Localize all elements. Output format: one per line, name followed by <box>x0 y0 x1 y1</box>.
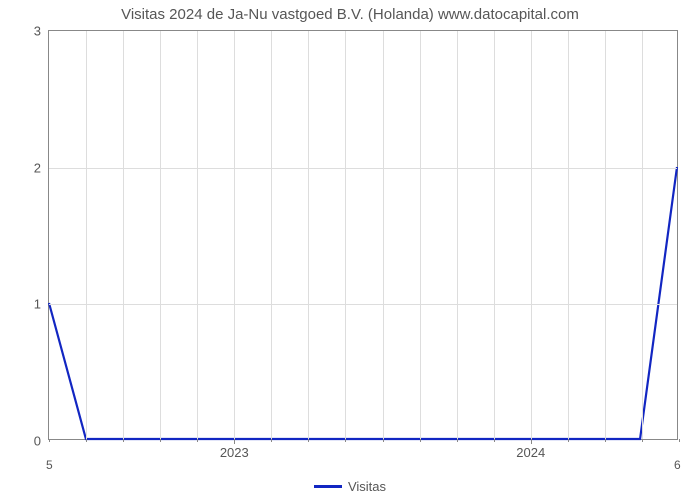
gridline-vertical <box>86 31 87 439</box>
gridline-vertical <box>568 31 569 439</box>
x-minor-tick <box>457 439 458 442</box>
gridline-horizontal <box>49 304 677 305</box>
x-corner-right-label: 6 <box>674 458 681 472</box>
x-minor-tick <box>86 439 87 442</box>
x-minor-tick <box>420 439 421 442</box>
gridline-vertical <box>160 31 161 439</box>
line-series <box>49 31 677 439</box>
x-minor-tick <box>679 439 680 442</box>
gridline-vertical <box>271 31 272 439</box>
gridline-vertical <box>308 31 309 439</box>
x-minor-tick <box>568 439 569 442</box>
x-minor-tick <box>308 439 309 442</box>
x-major-tick <box>531 439 532 444</box>
x-minor-tick <box>160 439 161 442</box>
y-tick-label: 1 <box>34 297 41 312</box>
gridline-vertical <box>605 31 606 439</box>
x-minor-tick <box>605 439 606 442</box>
series-line <box>49 167 677 439</box>
gridline-vertical <box>420 31 421 439</box>
legend: Visitas <box>0 478 700 494</box>
gridline-vertical <box>531 31 532 439</box>
gridline-vertical <box>383 31 384 439</box>
gridline-vertical <box>197 31 198 439</box>
gridline-vertical <box>345 31 346 439</box>
chart-title: Visitas 2024 de Ja-Nu vastgoed B.V. (Hol… <box>0 6 700 23</box>
gridline-vertical <box>234 31 235 439</box>
x-tick-label: 2024 <box>516 445 545 460</box>
x-minor-tick <box>197 439 198 442</box>
x-major-tick <box>234 439 235 444</box>
x-minor-tick <box>123 439 124 442</box>
gridline-vertical <box>457 31 458 439</box>
x-corner-left-label: 5 <box>46 458 53 472</box>
y-tick-label: 2 <box>34 160 41 175</box>
gridline-vertical <box>494 31 495 439</box>
gridline-vertical <box>123 31 124 439</box>
y-tick-label: 0 <box>34 434 41 449</box>
x-minor-tick <box>383 439 384 442</box>
y-tick-label: 3 <box>34 24 41 39</box>
gridline-vertical <box>642 31 643 439</box>
legend-label: Visitas <box>348 479 386 494</box>
x-tick-label: 2023 <box>220 445 249 460</box>
x-minor-tick <box>49 439 50 442</box>
x-minor-tick <box>642 439 643 442</box>
x-minor-tick <box>345 439 346 442</box>
legend-swatch <box>314 485 342 488</box>
x-minor-tick <box>271 439 272 442</box>
x-minor-tick <box>494 439 495 442</box>
gridline-horizontal <box>49 168 677 169</box>
plot-area: 012320232024 <box>48 30 678 440</box>
chart-container: Visitas 2024 de Ja-Nu vastgoed B.V. (Hol… <box>0 0 700 500</box>
